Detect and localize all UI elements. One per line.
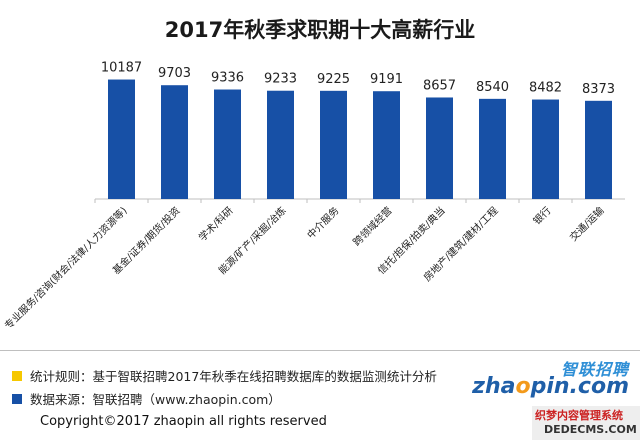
bar (373, 91, 400, 199)
bar (161, 85, 188, 199)
data-label: 8482 (529, 81, 562, 96)
logo-en: zhaopin.com (472, 374, 629, 399)
bar (320, 90, 347, 199)
category-label: 跨领域经营 (350, 204, 395, 249)
data-label: 9191 (370, 72, 403, 87)
note-source-text: 数据来源：智联招聘（www.zhaopin.com） (30, 392, 281, 407)
data-label: 8540 (476, 80, 509, 95)
category-label: 专业服务/咨询(财会/法律/人力资源等) (2, 204, 130, 332)
category-label: 学术/科研 (196, 204, 236, 244)
logo-en-o: o (515, 374, 531, 399)
blue-square-icon (12, 393, 22, 404)
data-label: 8373 (582, 82, 615, 97)
category-label: 交通/运输 (567, 204, 607, 244)
logo-en-pre: zha (472, 374, 516, 399)
data-label: 10187 (101, 61, 142, 76)
data-label: 8657 (423, 78, 456, 93)
category-label: 中介服务 (304, 204, 341, 241)
data-label: 9703 (158, 66, 191, 81)
dedecms-watermark: 织梦内容管理系统 DEDECMS.COM (532, 406, 640, 440)
watermark-en: DEDECMS.COM (544, 423, 637, 436)
note-source: 数据来源：智联招聘（www.zhaopin.com） (12, 389, 281, 408)
bar (108, 79, 135, 199)
bar (426, 97, 453, 199)
bar (267, 90, 294, 199)
bar (585, 100, 612, 199)
logo-cn: 智联招聘 (560, 360, 629, 379)
bar (532, 99, 559, 199)
bar (214, 89, 241, 199)
chart-title: 2017年秋季求职期十大高薪行业 (164, 18, 476, 42)
logo-en-post: pin.com (530, 374, 629, 399)
bar (479, 98, 506, 199)
copyright: Copyright©2017 zhaopin all rights reserv… (40, 414, 327, 429)
divider (0, 350, 640, 351)
note-rule-text: 统计规则：基于智联招聘2017年秋季在线招聘数据库的数据监测统计分析 (30, 369, 437, 384)
watermark-cn: 织梦内容管理系统 (535, 409, 623, 422)
data-label: 9225 (317, 72, 350, 87)
category-label: 银行 (530, 204, 553, 227)
zhaopin-logo: 智联招聘 zhaopin.com (472, 356, 635, 414)
data-label: 9233 (264, 72, 297, 87)
note-rule: 统计规则：基于智联招聘2017年秋季在线招聘数据库的数据监测统计分析 (12, 366, 437, 385)
yellow-square-icon (12, 370, 22, 381)
bar-chart: 10187专业服务/咨询(财会/法律/人力资源等)9703基金/证券/期货/投资… (2, 61, 625, 332)
data-label: 9336 (211, 71, 244, 86)
